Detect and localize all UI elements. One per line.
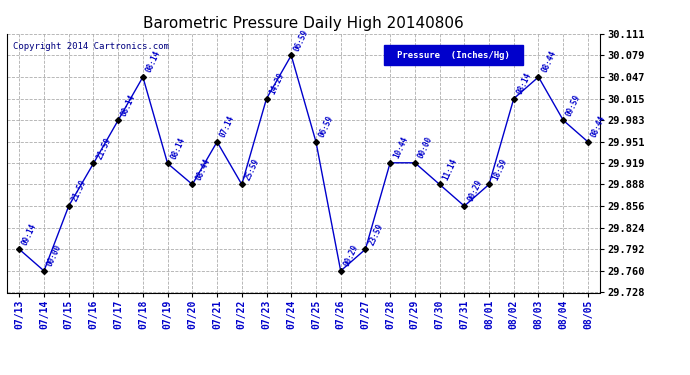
- Text: 08:44: 08:44: [194, 157, 212, 182]
- Text: 10:44: 10:44: [391, 135, 409, 160]
- Text: 00:00: 00:00: [416, 135, 434, 160]
- Text: 09:59: 09:59: [564, 93, 582, 117]
- Text: 08:14: 08:14: [144, 50, 162, 74]
- Text: 08:14: 08:14: [169, 136, 187, 160]
- Text: Pressure  (Inches/Hg): Pressure (Inches/Hg): [397, 51, 510, 60]
- Text: 21:59: 21:59: [70, 178, 88, 203]
- Text: 25:59: 25:59: [243, 157, 261, 182]
- Text: 09:14: 09:14: [21, 222, 39, 246]
- Text: 11:14: 11:14: [441, 157, 459, 182]
- Text: 18:59: 18:59: [491, 157, 509, 182]
- Text: 07:14: 07:14: [219, 114, 237, 139]
- Text: 08:44: 08:44: [589, 114, 607, 139]
- Title: Barometric Pressure Daily High 20140806: Barometric Pressure Daily High 20140806: [144, 16, 464, 31]
- Text: 00:29: 00:29: [466, 178, 484, 203]
- FancyBboxPatch shape: [384, 45, 523, 65]
- Text: 14:29: 14:29: [268, 71, 286, 96]
- Text: 00:29: 00:29: [342, 243, 360, 268]
- Text: 08:44: 08:44: [540, 50, 558, 74]
- Text: 06:59: 06:59: [293, 28, 310, 53]
- Text: Copyright 2014 Cartronics.com: Copyright 2014 Cartronics.com: [13, 42, 169, 51]
- Text: 23:59: 23:59: [367, 222, 385, 246]
- Text: 06:59: 06:59: [317, 114, 335, 139]
- Text: 08:14: 08:14: [515, 71, 533, 96]
- Text: 21:59: 21:59: [95, 136, 112, 160]
- Text: 08:14: 08:14: [119, 93, 137, 117]
- Text: 00:00: 00:00: [46, 243, 63, 268]
